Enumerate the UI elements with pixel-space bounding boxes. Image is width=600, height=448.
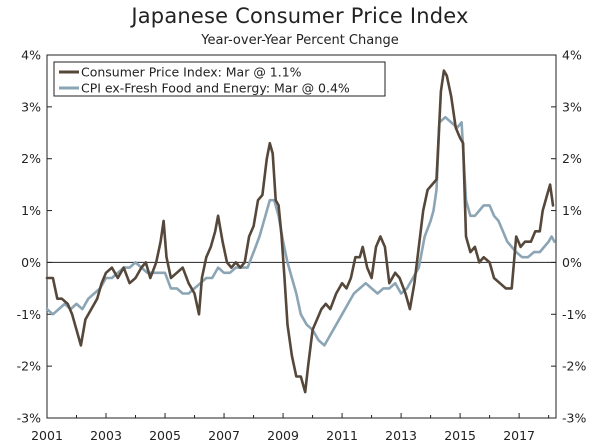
plot-frame [46, 54, 557, 419]
y-tick-label-right: 2% [562, 151, 582, 166]
ticks: -3% -3% -2% -2% -1% -1% 0% 0% 1% 1% 2% 2% 3% 3% 4% 4% 20… [17, 48, 587, 444]
x-tick-label: 2017 [503, 428, 535, 443]
x-tick-label: 2009 [267, 428, 299, 443]
y-tick-label-right: -3% [562, 411, 586, 426]
legend-label-core-cpi: CPI ex-Fresh Food and Energy: Mar @ 0.4% [81, 81, 350, 96]
y-tick-label-right: -2% [562, 359, 586, 374]
y-tick-label-left: -2% [17, 359, 41, 374]
y-tick-label-left: -1% [17, 307, 41, 322]
x-tick-label: 2015 [444, 428, 476, 443]
y-tick-label-right: 3% [562, 99, 582, 114]
series-line-core-cpi [45, 115, 556, 347]
series-line-cpi [45, 69, 555, 394]
x-tick-label: 2003 [90, 428, 122, 443]
legend-box [53, 61, 386, 97]
x-tick-label: 2005 [149, 428, 181, 443]
x-tick-label: 2013 [385, 428, 417, 443]
legend: Consumer Price Index: Mar @ 1.1% CPI ex-… [53, 61, 386, 97]
plot-border [46, 54, 557, 419]
y-tick-label-left: -3% [17, 411, 41, 426]
x-tick-label: 2001 [31, 428, 63, 443]
y-tick-label-left: 0% [21, 255, 41, 270]
x-tick-label: 2007 [208, 428, 240, 443]
series-lines [45, 69, 556, 394]
y-tick-label-left: 3% [21, 99, 41, 114]
x-tick-label: 2011 [326, 428, 358, 443]
y-tick-label-right: 0% [562, 255, 582, 270]
y-tick-label-left: 2% [21, 151, 41, 166]
legend-label-cpi: Consumer Price Index: Mar @ 1.1% [81, 65, 302, 80]
y-tick-label-left: 1% [21, 203, 41, 218]
y-tick-label-right: -1% [562, 307, 586, 322]
chart-subtitle: Year-over-Year Percent Change [201, 33, 399, 48]
chart-title: Japanese Consumer Price Index [131, 4, 469, 28]
y-tick-label-left: 4% [21, 48, 41, 63]
y-tick-label-right: 1% [562, 203, 582, 218]
y-tick-label-right: 4% [562, 48, 582, 63]
